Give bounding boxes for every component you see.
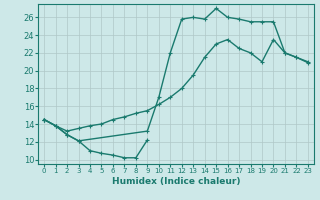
- X-axis label: Humidex (Indice chaleur): Humidex (Indice chaleur): [112, 177, 240, 186]
